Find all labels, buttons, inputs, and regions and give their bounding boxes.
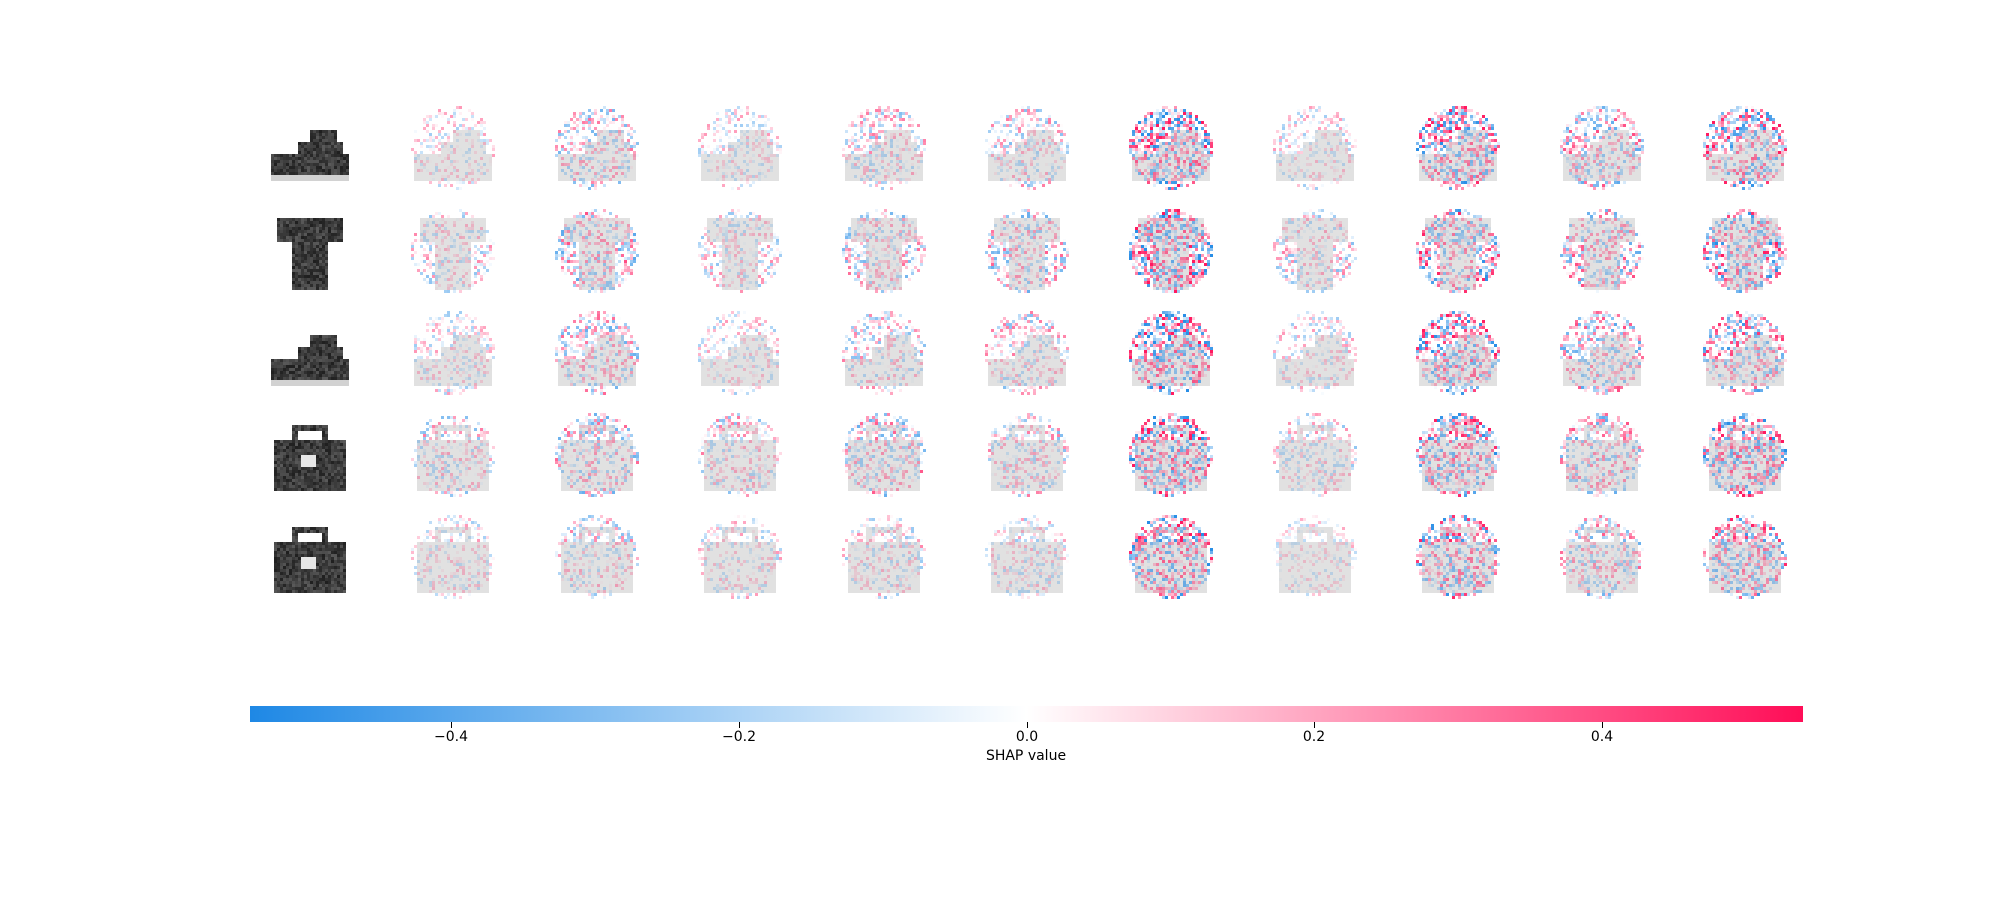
shap-heatmap-row-5-class-8 — [1416, 515, 1500, 599]
shap-heatmap-row-3-class-3 — [698, 311, 782, 395]
colorbar-tick-label: 0.4 — [1590, 729, 1614, 745]
shap-heatmap-row-1-class-10 — [1703, 106, 1787, 190]
shap-heatmap-row-5-class-4 — [842, 515, 926, 599]
original-image-row-1 — [268, 106, 352, 190]
colorbar-tick — [739, 722, 740, 728]
original-image-row-5 — [268, 515, 352, 599]
shap-heatmap-row-4-class-8 — [1416, 413, 1500, 497]
shap-heatmap-row-1-class-4 — [842, 106, 926, 190]
shap-heatmap-row-5-class-6 — [1129, 515, 1213, 599]
shap-heatmap-row-3-class-10 — [1703, 311, 1787, 395]
shap-heatmap-row-2-class-8 — [1416, 209, 1500, 293]
colorbar-tick-label: −0.2 — [722, 729, 756, 745]
colorbar-tick — [1314, 722, 1315, 728]
shap-heatmap-row-5-class-2 — [555, 515, 639, 599]
shap-heatmap-row-4-class-2 — [555, 413, 639, 497]
shap-heatmap-row-1-class-1 — [411, 106, 495, 190]
shap-heatmap-row-2-class-9 — [1560, 209, 1644, 293]
shap-heatmap-row-2-class-3 — [698, 209, 782, 293]
shap-heatmap-row-3-class-7 — [1273, 311, 1357, 395]
shap-heatmap-row-3-class-4 — [842, 311, 926, 395]
shap-heatmap-row-2-class-5 — [985, 209, 1069, 293]
colorbar-tick — [451, 722, 452, 728]
shap-heatmap-row-4-class-3 — [698, 413, 782, 497]
shap-heatmap-row-4-class-7 — [1273, 413, 1357, 497]
colorbar-tick-label: 0.0 — [1015, 729, 1039, 745]
colorbar-tick — [1027, 722, 1028, 728]
shap-heatmap-row-3-class-9 — [1560, 311, 1644, 395]
shap-heatmap-row-5-class-10 — [1703, 515, 1787, 599]
colorbar-tick-label: −0.4 — [434, 729, 468, 745]
shap-heatmap-row-3-class-2 — [555, 311, 639, 395]
shap-heatmap-row-4-class-10 — [1703, 413, 1787, 497]
shap-heatmap-row-2-class-7 — [1273, 209, 1357, 293]
shap-heatmap-row-2-class-2 — [555, 209, 639, 293]
shap-heatmap-row-2-class-4 — [842, 209, 926, 293]
shap-heatmap-row-5-class-3 — [698, 515, 782, 599]
shap-heatmap-row-1-class-9 — [1560, 106, 1644, 190]
shap-heatmap-row-2-class-6 — [1129, 209, 1213, 293]
colorbar-tick-label: 0.2 — [1302, 729, 1326, 745]
shap-heatmap-row-3-class-5 — [985, 311, 1069, 395]
original-image-row-2 — [268, 209, 352, 293]
colorbar — [250, 706, 1803, 722]
shap-heatmap-row-1-class-8 — [1416, 106, 1500, 190]
original-image-row-3 — [268, 311, 352, 395]
shap-heatmap-row-1-class-2 — [555, 106, 639, 190]
shap-heatmap-row-4-class-1 — [411, 413, 495, 497]
shap-heatmap-row-5-class-1 — [411, 515, 495, 599]
shap-heatmap-row-3-class-1 — [411, 311, 495, 395]
shap-heatmap-row-1-class-6 — [1129, 106, 1213, 190]
shap-heatmap-row-4-class-5 — [985, 413, 1069, 497]
shap-heatmap-row-4-class-4 — [842, 413, 926, 497]
shap-heatmap-row-1-class-7 — [1273, 106, 1357, 190]
shap-heatmap-row-3-class-6 — [1129, 311, 1213, 395]
original-image-row-4 — [268, 413, 352, 497]
shap-heatmap-row-2-class-1 — [411, 209, 495, 293]
colorbar-tick — [1602, 722, 1603, 728]
shap-heatmap-row-5-class-9 — [1560, 515, 1644, 599]
shap-heatmap-row-2-class-10 — [1703, 209, 1787, 293]
shap-heatmap-row-4-class-9 — [1560, 413, 1644, 497]
shap-heatmap-row-1-class-5 — [985, 106, 1069, 190]
shap-heatmap-row-1-class-3 — [698, 106, 782, 190]
colorbar-label: SHAP value — [985, 748, 1067, 764]
colorbar-gradient — [250, 706, 1803, 722]
shap-heatmap-row-5-class-5 — [985, 515, 1069, 599]
shap-heatmap-row-5-class-7 — [1273, 515, 1357, 599]
shap-heatmap-row-3-class-8 — [1416, 311, 1500, 395]
shap-heatmap-row-4-class-6 — [1129, 413, 1213, 497]
